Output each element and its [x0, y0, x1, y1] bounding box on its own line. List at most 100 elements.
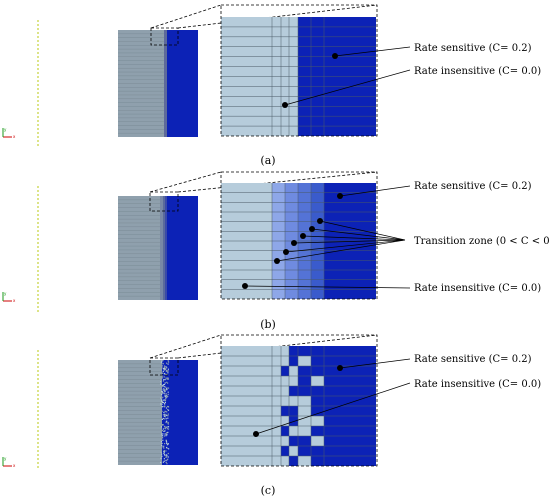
- zoom-frame: [220, 4, 378, 137]
- mesh-cell: [165, 433, 167, 435]
- mesh-cell: [163, 453, 165, 455]
- mesh-cell: [162, 380, 164, 382]
- mesh-cell: [167, 409, 170, 411]
- mesh-cell: [160, 396, 162, 398]
- mesh-cell: [161, 397, 163, 399]
- mesh-cell: [161, 435, 164, 437]
- mesh-cell: [162, 417, 164, 420]
- mesh-cell: [163, 389, 166, 391]
- mesh-cell: [167, 382, 169, 384]
- mesh-cell: [165, 373, 167, 376]
- mesh-cell: [163, 411, 165, 413]
- mesh-cell: [164, 425, 166, 427]
- mesh-cell: [162, 428, 164, 430]
- mesh-cell: [166, 432, 168, 434]
- mesh-cell: [168, 448, 170, 450]
- mesh-cell: [166, 395, 168, 397]
- mesh-cell: [165, 393, 167, 395]
- mesh-cell: [161, 399, 163, 401]
- panel-b: x y Rate sensitive (C= 0.2): [2, 171, 550, 331]
- zoomed-mesh: [220, 171, 378, 300]
- mesh-cell: [161, 433, 163, 435]
- mesh-cell: [281, 426, 289, 436]
- mesh-cell: [166, 396, 168, 398]
- leader-sensitive: [339, 358, 411, 369]
- mesh-cell: [160, 403, 162, 405]
- marker-insensitive: [253, 431, 259, 437]
- label-transition: Transition zone (0 < C < 0.2): [414, 236, 550, 247]
- zoom-connector: [149, 334, 222, 359]
- mesh-cell: [160, 397, 162, 399]
- mesh-cell: [289, 386, 298, 396]
- mesh-cell: [164, 390, 166, 392]
- mesh-cell: [166, 463, 168, 465]
- mesh-cell: [165, 450, 167, 452]
- mesh-cell: [161, 388, 163, 390]
- mesh-cell: [162, 446, 164, 448]
- mesh-cell: [163, 383, 166, 386]
- mesh-cell: [289, 346, 298, 356]
- mesh-cell: [162, 396, 164, 398]
- mesh-cell: [165, 407, 168, 409]
- mesh-cell: [164, 368, 166, 370]
- mesh-cell: [165, 414, 168, 416]
- mesh-cell: [164, 401, 166, 403]
- mesh-cell: [160, 441, 162, 443]
- mesh-cell: [281, 406, 289, 416]
- leader-insensitive: [284, 69, 411, 106]
- mesh-cell: [160, 393, 162, 395]
- mesh-cell: [162, 360, 164, 362]
- mesh-cell: [166, 370, 168, 372]
- leader-insensitive: [244, 285, 411, 289]
- mesh-cell: [164, 395, 166, 397]
- mesh-cell: [165, 439, 167, 441]
- mesh-cell: [311, 396, 324, 406]
- zoom-frame: [220, 334, 378, 467]
- mesh-cell: [163, 450, 165, 453]
- mesh-cell: [161, 410, 163, 412]
- mesh-cell: [162, 439, 164, 441]
- mesh-cell: [166, 389, 168, 391]
- mesh-cell: [160, 383, 162, 385]
- mesh-cell: [163, 451, 165, 453]
- mesh-cell: [162, 433, 164, 435]
- caption-a: (a): [260, 154, 275, 167]
- mesh-cell: [167, 423, 169, 425]
- mesh-cell: [161, 442, 163, 444]
- mesh-cell: [160, 421, 162, 423]
- mesh-cell: [164, 433, 166, 435]
- mesh-cell: [162, 401, 164, 403]
- svg-text:y: y: [4, 291, 7, 296]
- mesh-cell: [162, 370, 164, 373]
- mesh-cell: [163, 399, 165, 402]
- mesh-cell: [289, 456, 298, 466]
- mesh-cell: [164, 426, 166, 428]
- mesh-cell: [163, 405, 165, 407]
- mesh-cell: [161, 372, 163, 374]
- mesh-cell: [167, 426, 169, 428]
- mesh-cell: [160, 442, 162, 444]
- mesh-cell: [161, 392, 163, 394]
- mesh-cell: [166, 405, 169, 408]
- mesh-cell: [167, 428, 169, 430]
- leader-sensitive: [339, 185, 411, 197]
- mesh-cell: [160, 381, 162, 383]
- mesh-cell: [311, 366, 324, 376]
- axis-triad: x y: [2, 291, 16, 303]
- mesh-cell: [166, 446, 168, 449]
- mesh-cell: [161, 361, 163, 363]
- mesh-cell: [160, 414, 162, 416]
- mesh-cell: [161, 360, 163, 362]
- mesh-cell: [167, 421, 169, 424]
- mesh-cell: [162, 384, 164, 386]
- mesh-cell: [162, 424, 164, 426]
- mesh-cell: [167, 387, 169, 389]
- mesh-cell: [160, 398, 162, 400]
- zoom-box: [149, 191, 179, 212]
- mesh-cell: [163, 386, 165, 388]
- mesh-cell: [160, 456, 162, 458]
- mesh-cell: [164, 416, 167, 418]
- mesh-cell: [311, 406, 324, 416]
- mesh-cell: [160, 377, 162, 379]
- mesh-cell: [160, 457, 162, 459]
